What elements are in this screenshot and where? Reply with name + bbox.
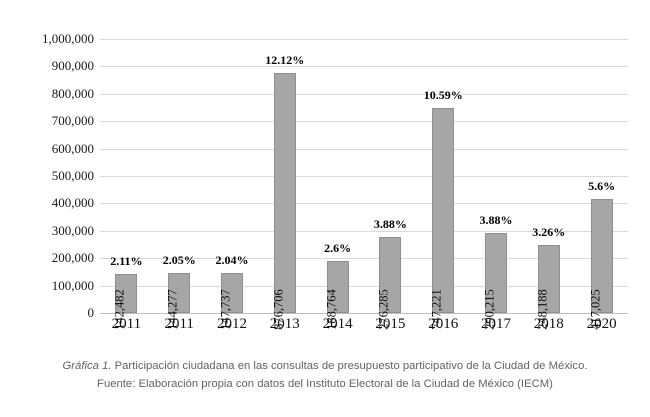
bar-group[interactable]: 290,215 3.88% [480, 39, 513, 329]
bar-percent-label: 10.59% [423, 88, 463, 103]
plot-area: 142,482 2.11% 144,277 2.05% 147,737 2.04% 876,… [100, 39, 628, 330]
bar[interactable] [115, 273, 138, 313]
bar-percent-label: 2.04% [215, 252, 249, 267]
bar-group[interactable]: 747,221 10.59% [424, 39, 463, 329]
bar-group[interactable]: 147,737 2.04% [216, 39, 249, 330]
bar-percent-label: 12.12% [265, 52, 305, 67]
x-axis-tick-label: 2013 [269, 316, 300, 332]
y-axis-tick-label: 100,000 [51, 277, 94, 293]
caption-line-2: Fuente: Elaboración propia con datos del… [97, 377, 553, 390]
bar-group[interactable]: 188,764 2.6% [324, 39, 352, 329]
bar[interactable] [379, 237, 402, 313]
gridline [100, 93, 628, 95]
y-axis-tick-label: 600,000 [51, 140, 94, 156]
x-axis-tick-label: 2014 [322, 316, 353, 332]
bar-group[interactable]: 276,285 3.88% [374, 39, 407, 329]
gridline [100, 203, 628, 205]
bar[interactable] [590, 198, 613, 313]
bar[interactable] [221, 272, 243, 313]
y-axis-tick-label: 300,000 [51, 222, 94, 238]
gridline [100, 230, 628, 232]
bar-group[interactable]: 876,706 12.12% [265, 39, 304, 330]
x-axis-tick-label: 2020 [586, 316, 617, 332]
bar-percent-label: 3.88% [479, 213, 513, 228]
x-axis-labels: 2011 2011 2012 2013 2014 2015 2016 2017 2018 2020 [100, 317, 628, 339]
gridline [100, 176, 628, 177]
bar[interactable] [273, 72, 296, 313]
bar-group[interactable]: 248,188 3.26% [532, 39, 565, 329]
y-axis-tick-label: 200,000 [51, 250, 94, 266]
x-axis-tick-label: 2017 [481, 316, 511, 332]
y-axis-tick-label: 400,000 [51, 195, 94, 211]
bar-percent-label: 2.6% [324, 241, 352, 256]
y-axis-tick-label: 500,000 [51, 168, 94, 183]
bar-group[interactable]: 142,482 2.11% [110, 39, 142, 329]
y-axis-tick-label: 1,000,000 [42, 31, 94, 46]
x-axis-tick-label: 2015 [375, 316, 406, 332]
y-axis-tick-label: 0 [87, 305, 95, 320]
x-axis-tick-label: 2011 [111, 316, 142, 332]
bar[interactable] [485, 233, 507, 313]
gridline [100, 121, 628, 123]
caption-text-1: Participación ciudadana en las consultas… [114, 360, 588, 372]
gridline [100, 313, 628, 314]
x-axis-tick-label: 2016 [428, 316, 459, 332]
bar-percent-label: 2.11% [110, 253, 143, 268]
bar-group[interactable]: 417,025 5.6% [588, 39, 616, 330]
gridline [100, 258, 628, 260]
gridline [100, 285, 628, 287]
bar[interactable] [537, 245, 560, 313]
x-axis-tick-label: 2011 [164, 316, 194, 332]
bar-percent-label: 5.6% [588, 178, 616, 193]
y-axis-labels: 1,000,000 900,000 800,000 700,000 600,000 500… [0, 0, 94, 417]
bar-percent-label: 3.26% [532, 225, 566, 239]
figure-caption: Gráfica 1. Participación ciudadana en la… [0, 358, 650, 393]
caption-label: Gráfica 1. [62, 360, 112, 372]
gridline [100, 66, 628, 68]
bar[interactable] [432, 108, 455, 313]
bar[interactable] [168, 273, 191, 313]
y-axis-tick-label: 800,000 [51, 85, 94, 101]
x-axis-tick-label: 2018 [533, 316, 564, 332]
gridline [100, 39, 628, 40]
bar-percent-label: 3.88% [373, 217, 407, 232]
y-axis-tick-label: 900,000 [51, 58, 94, 74]
gridline [100, 148, 628, 150]
x-axis-tick-label: 2012 [217, 316, 247, 332]
bar[interactable] [326, 261, 349, 313]
bar-group[interactable]: 144,277 2.05% [163, 39, 196, 329]
caption-line-1: Gráfica 1. Participación ciudadana en la… [0, 358, 650, 376]
bar-percent-label: 2.05% [162, 253, 196, 268]
y-axis-tick-label: 700,000 [51, 113, 94, 129]
